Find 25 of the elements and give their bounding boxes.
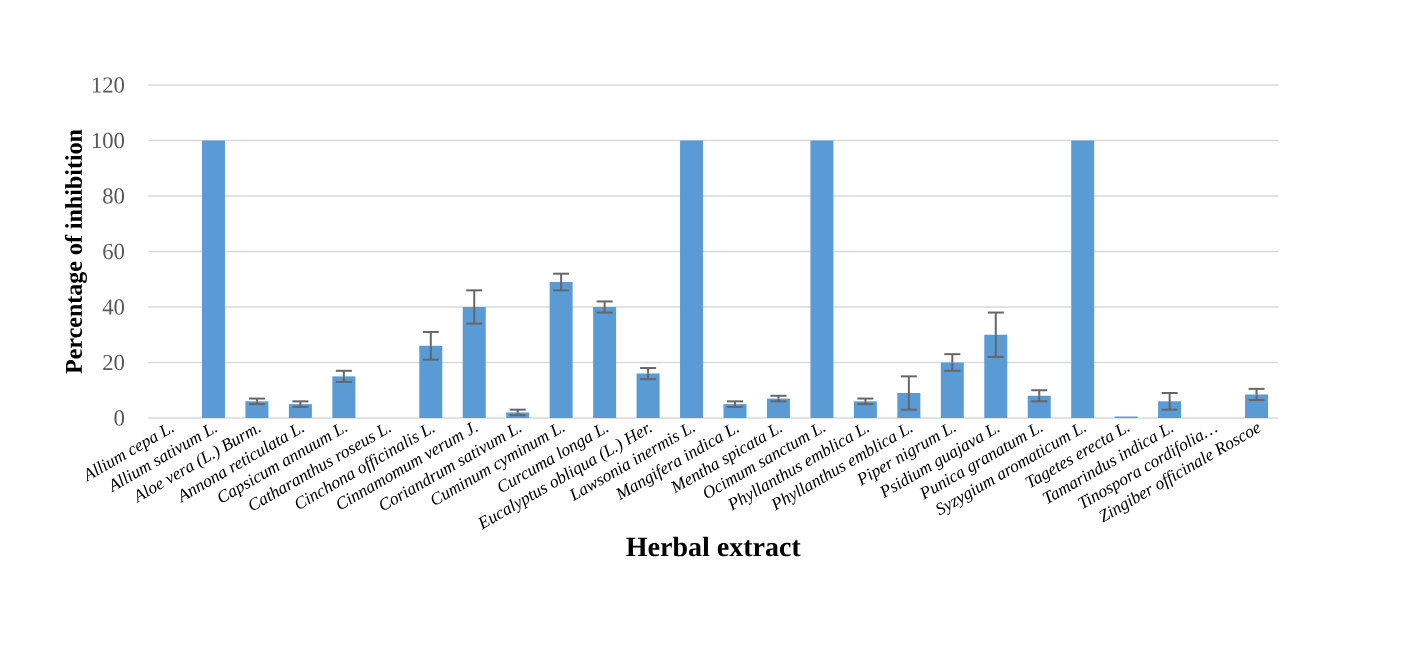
y-tick-label: 60 [103, 243, 125, 260]
y-tick-label: 100 [92, 132, 125, 149]
bar [593, 306, 617, 418]
y-tick-label: 80 [103, 188, 125, 204]
bar [549, 282, 573, 418]
bar [1245, 394, 1269, 418]
bar [984, 334, 1008, 418]
bar [1027, 395, 1051, 418]
y-axis-title: Percentage of inhibition [64, 129, 88, 374]
y-tick-label: 20 [103, 354, 125, 371]
bar [201, 140, 225, 418]
bar [940, 362, 964, 418]
bar [245, 401, 269, 418]
y-tick-label: 40 [102, 299, 125, 315]
bar [680, 140, 704, 418]
bar [332, 376, 356, 418]
bar [636, 373, 660, 418]
x-axis-title: Herbal extract [626, 536, 801, 557]
bar [419, 345, 443, 418]
y-tick-label: 120 [92, 77, 125, 93]
bar [462, 306, 486, 418]
bar [1071, 140, 1095, 418]
y-tick-label: 0 [114, 410, 125, 426]
bar [810, 140, 834, 418]
bar [853, 401, 877, 418]
